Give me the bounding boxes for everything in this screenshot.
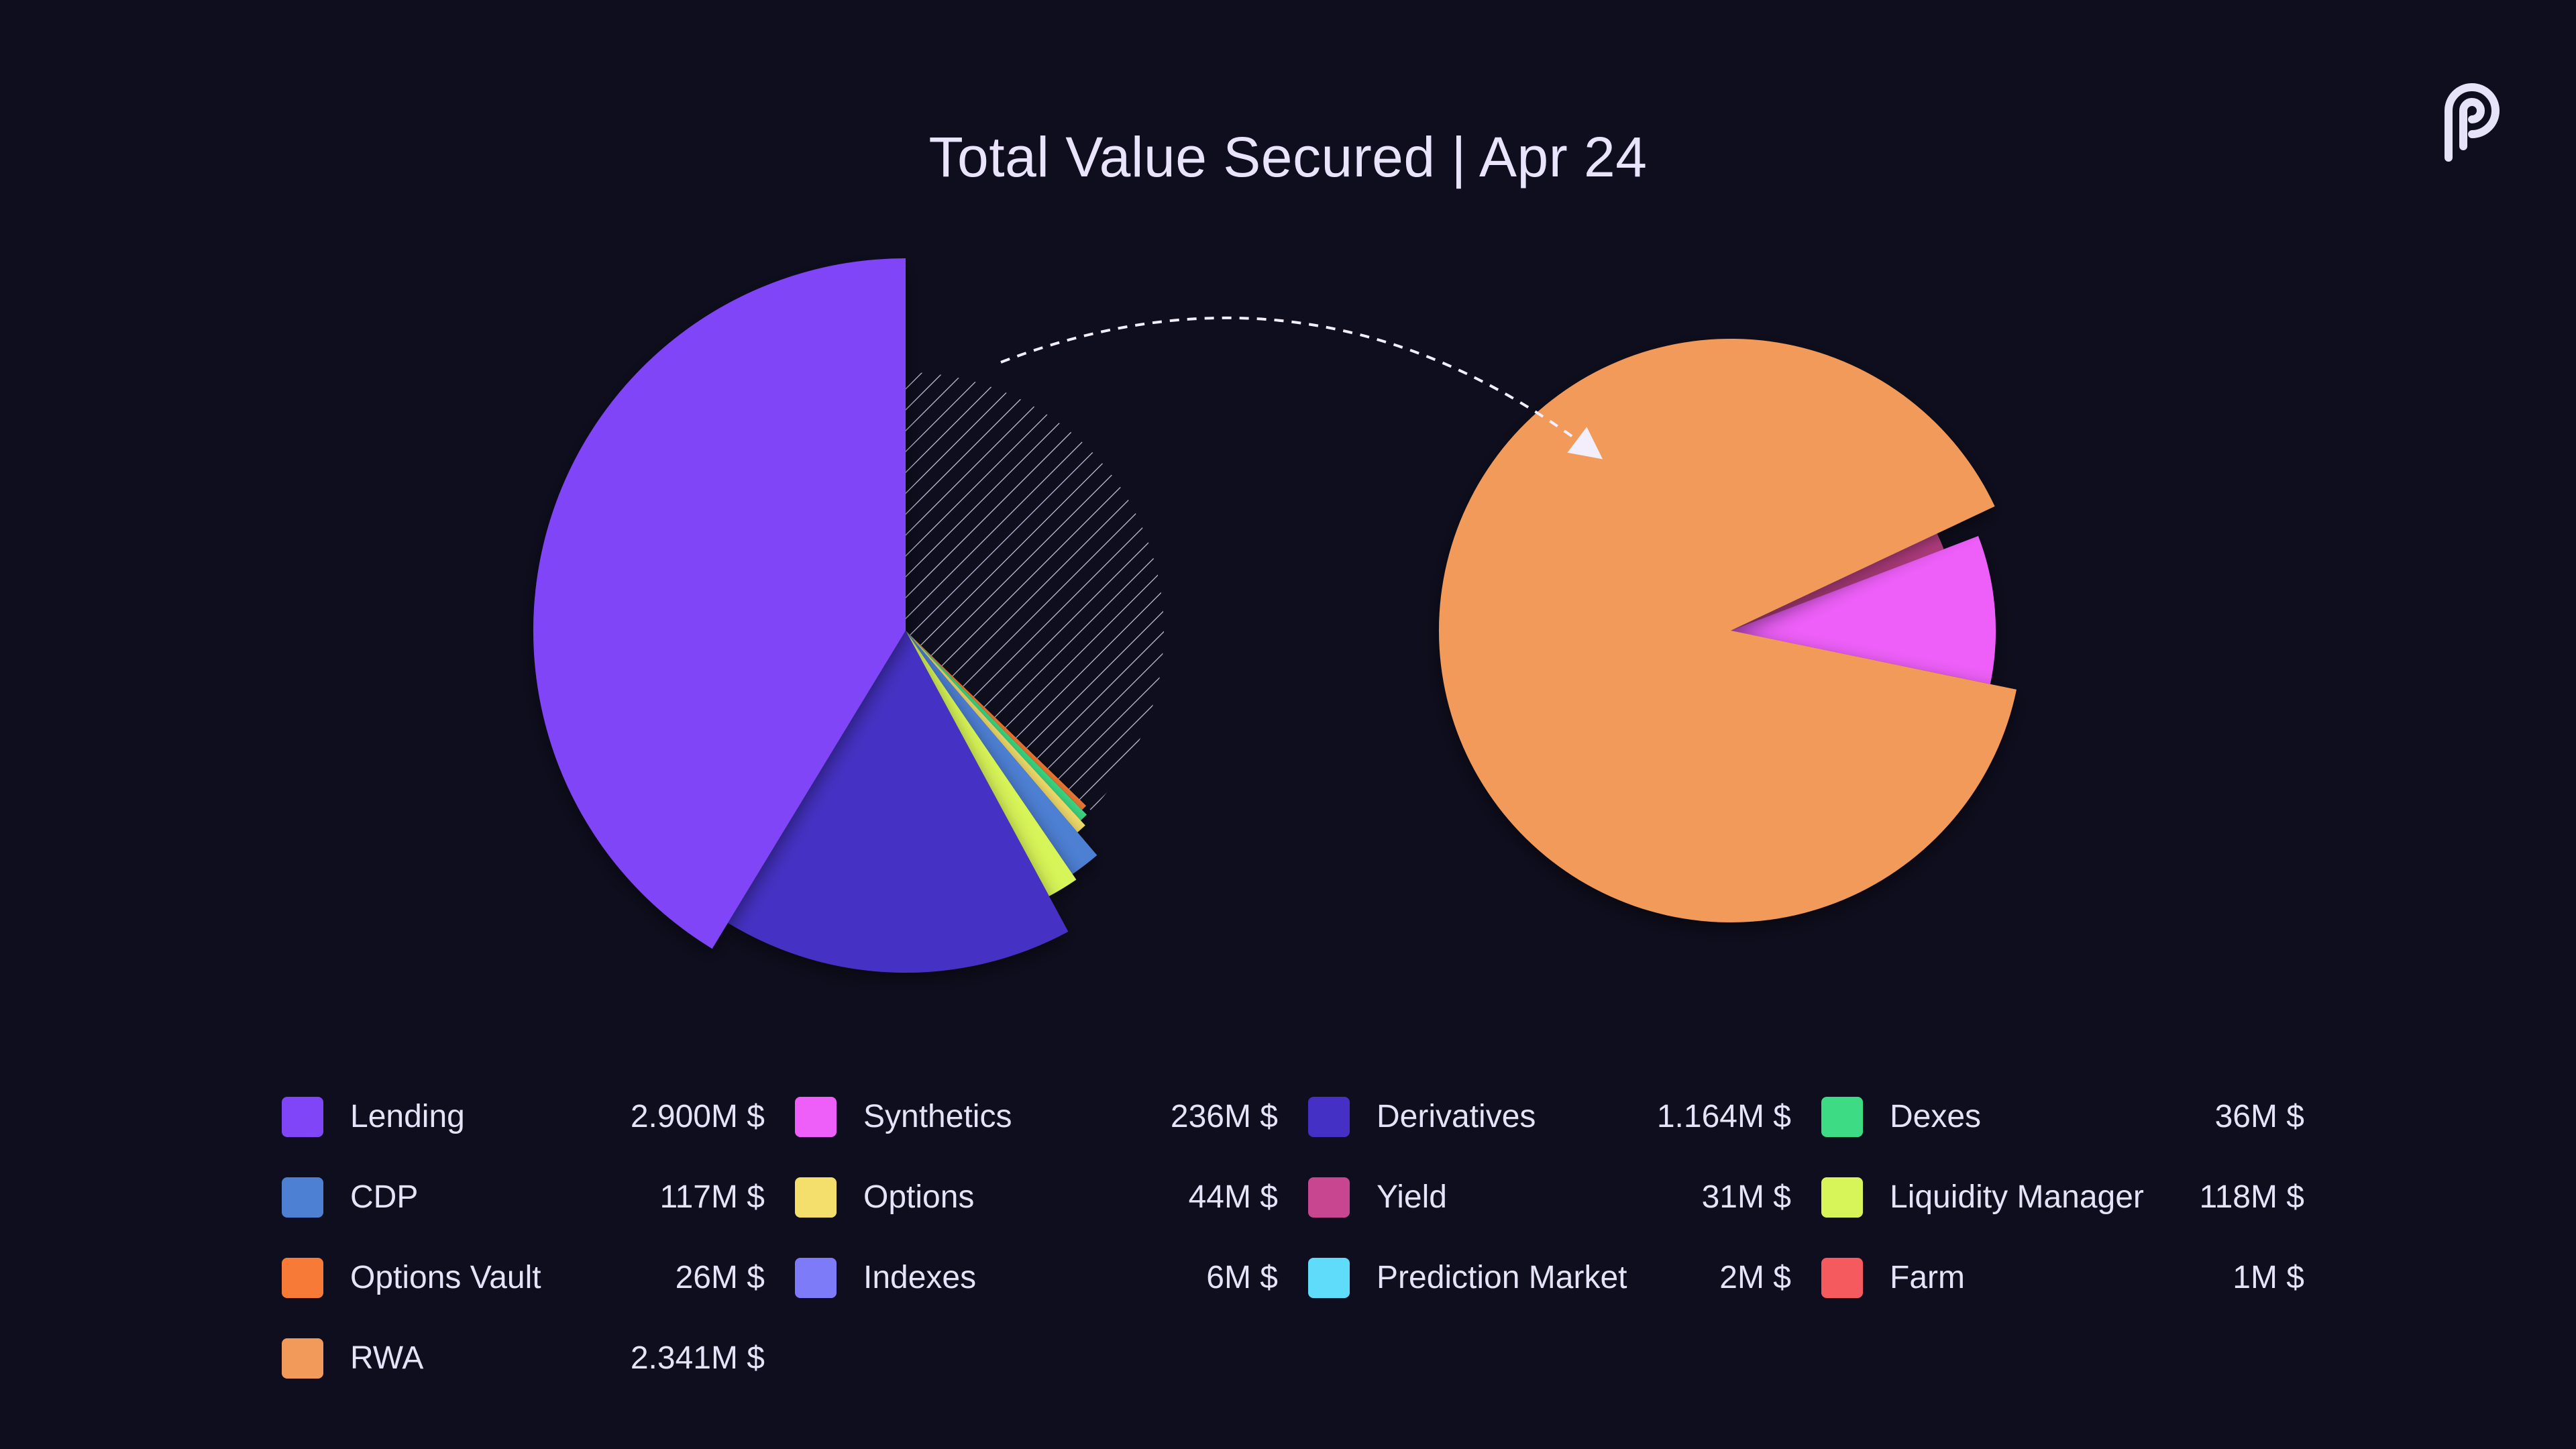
legend-swatch [1308, 1097, 1350, 1137]
pie-slice-synthetics [1731, 536, 1996, 684]
legend-item: Synthetics 236M $ [795, 1090, 1278, 1137]
pie-slice-rwa [1438, 338, 2017, 922]
legend-label: Options [863, 1179, 975, 1215]
legend-item: Options 44M $ [795, 1171, 1278, 1218]
legend-value: 2M $ [1719, 1260, 1791, 1295]
pie-slice-yield [1731, 533, 1944, 631]
legend-item: Farm 1M $ [1821, 1251, 2304, 1298]
legend-swatch [795, 1097, 837, 1137]
legend-value: 1.164M $ [1656, 1099, 1791, 1134]
legend-value: 1M $ [2233, 1260, 2304, 1295]
legend-label: RWA [350, 1340, 424, 1376]
legend-value: 26M $ [675, 1260, 765, 1295]
pie-slice-dexes [906, 631, 1087, 820]
legend-swatch [1821, 1177, 1863, 1218]
legend-item: Dexes 36M $ [1821, 1090, 2304, 1137]
legend-swatch [795, 1258, 837, 1298]
pie-chart-other-breakdown [1438, 338, 2017, 922]
legend-label: Synthetics [863, 1099, 1012, 1134]
pie-slice-options [906, 631, 1085, 833]
pie-slice-cdp [906, 631, 1097, 874]
legend-label: Indexes [863, 1260, 977, 1295]
legend-swatch [282, 1338, 323, 1379]
legend-item: Options Vault 26M $ [282, 1251, 765, 1298]
legend-label: Dexes [1890, 1099, 1982, 1134]
pie-slice-other [906, 372, 1164, 811]
legend-value: 118M $ [2199, 1179, 2304, 1215]
legend-label: Lending [350, 1099, 465, 1134]
pie-slice-lending [533, 258, 906, 949]
legend-value: 117M $ [659, 1179, 765, 1215]
legend-value: 2.900M $ [630, 1099, 765, 1134]
legend-swatch [282, 1177, 323, 1218]
legend-swatch [1308, 1258, 1350, 1298]
legend-value: 6M $ [1206, 1260, 1278, 1295]
legend-swatch [1821, 1258, 1863, 1298]
pie-slice-liquidity-manager [906, 631, 1077, 896]
legend-item: Derivatives 1.164M $ [1308, 1090, 1791, 1137]
pie-slice-options-vault [906, 631, 1087, 810]
pie-slice-derivatives [728, 631, 1069, 973]
legend-value: 236M $ [1170, 1099, 1278, 1134]
legend-item: CDP 117M $ [282, 1171, 765, 1218]
legend-label: Yield [1377, 1179, 1447, 1215]
legend-swatch [1308, 1177, 1350, 1218]
legend-swatch [282, 1258, 323, 1298]
legend-value: 44M $ [1188, 1179, 1278, 1215]
chart-title: Total Value Secured | Apr 24 [928, 125, 1648, 189]
legend-swatch [795, 1177, 837, 1218]
legend-label: Options Vault [350, 1260, 541, 1295]
legend-item: RWA 2.341M $ [282, 1332, 765, 1379]
legend-label: Prediction Market [1377, 1260, 1627, 1295]
connector-arrow [1000, 316, 1603, 460]
legend-item: Lending 2.900M $ [282, 1090, 765, 1137]
legend-label: CDP [350, 1179, 419, 1215]
legend-value: 36M $ [2214, 1099, 2304, 1134]
legend-value: 31M $ [1701, 1179, 1791, 1215]
legend-item: Yield 31M $ [1308, 1171, 1791, 1218]
legend-swatch [1821, 1097, 1863, 1137]
legend-item: Liquidity Manager 118M $ [1821, 1171, 2304, 1218]
legend-label: Farm [1890, 1260, 1965, 1295]
pie-chart-total [533, 258, 1164, 973]
legend-item: Indexes 6M $ [795, 1251, 1278, 1298]
legend-label: Derivatives [1377, 1099, 1536, 1134]
legend-value: 2.341M $ [630, 1340, 765, 1376]
legend-item: Prediction Market 2M $ [1308, 1251, 1791, 1298]
legend-swatch [282, 1097, 323, 1137]
legend-label: Liquidity Manager [1890, 1179, 2144, 1215]
pyth-logo-icon [2445, 83, 2500, 162]
